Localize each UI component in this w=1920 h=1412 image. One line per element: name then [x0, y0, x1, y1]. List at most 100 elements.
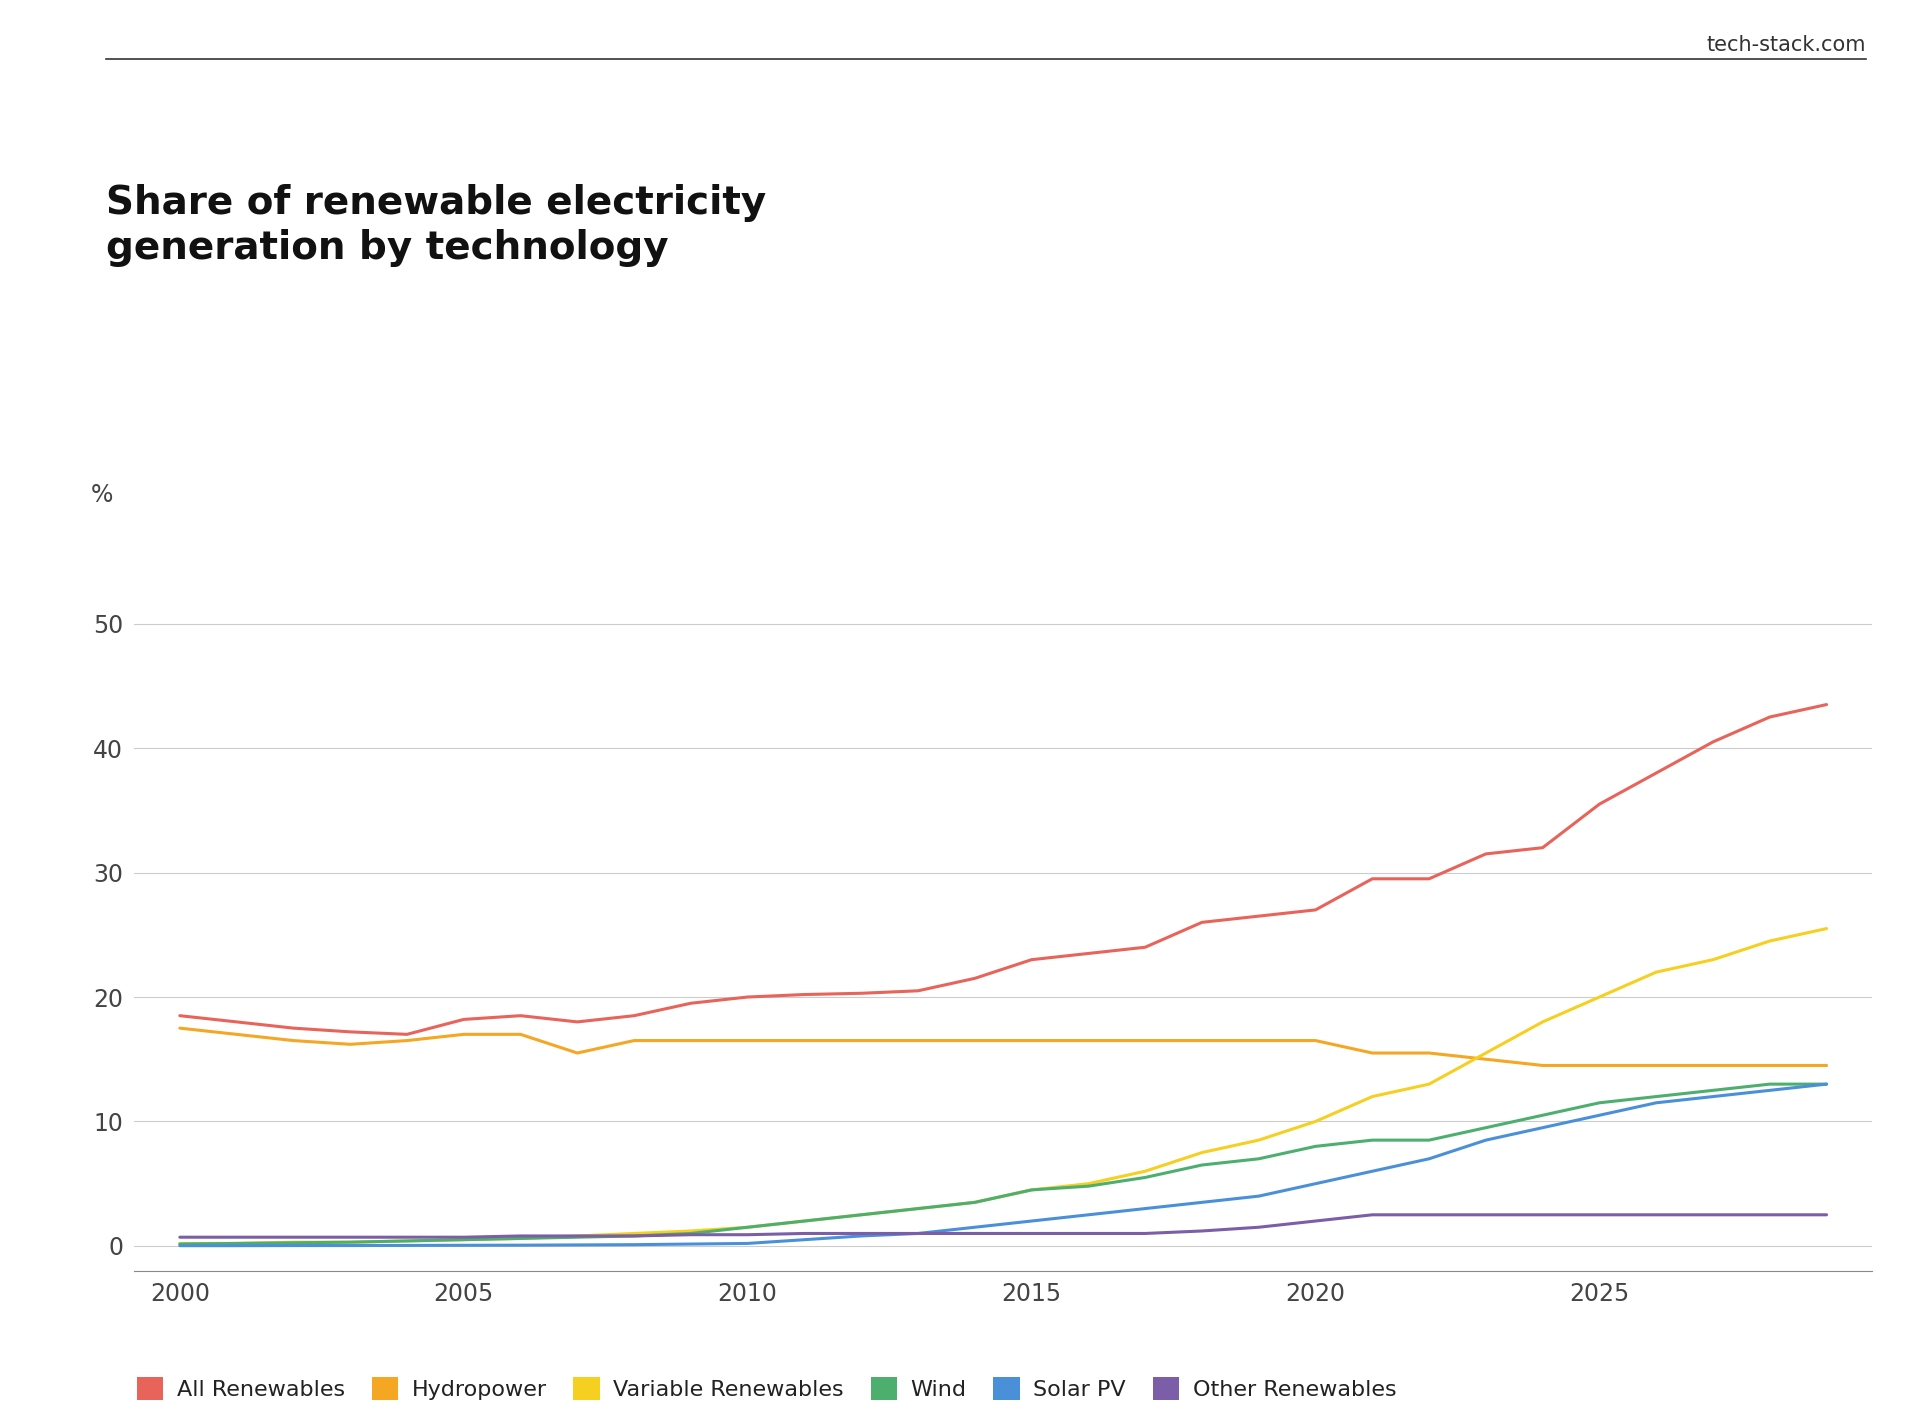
- All Renewables: [964, 970, 987, 987]
- Other Renewables: [1530, 1206, 1553, 1223]
- Other Renewables: [1133, 1226, 1156, 1243]
- Hydropower: [1020, 1032, 1043, 1049]
- Wind: [851, 1206, 874, 1223]
- Other Renewables: [1248, 1219, 1271, 1236]
- Hydropower: [1588, 1058, 1611, 1075]
- Variable Renewables: [509, 1230, 532, 1247]
- Wind: [1588, 1094, 1611, 1111]
- All Renewables: [1077, 945, 1100, 962]
- Solar PV: [680, 1236, 703, 1252]
- Other Renewables: [793, 1226, 816, 1243]
- Hydropower: [225, 1027, 248, 1043]
- Hydropower: [338, 1036, 361, 1053]
- Solar PV: [282, 1237, 305, 1254]
- All Renewables: [1020, 952, 1043, 969]
- Variable Renewables: [566, 1227, 589, 1244]
- All Renewables: [735, 988, 758, 1005]
- Hydropower: [851, 1032, 874, 1049]
- Hydropower: [453, 1027, 476, 1043]
- Solar PV: [1361, 1162, 1384, 1179]
- Variable Renewables: [1304, 1113, 1327, 1130]
- Other Renewables: [225, 1228, 248, 1245]
- Other Renewables: [338, 1228, 361, 1245]
- All Renewables: [1588, 795, 1611, 812]
- All Renewables: [1133, 939, 1156, 956]
- Other Renewables: [396, 1228, 419, 1245]
- Solar PV: [851, 1227, 874, 1244]
- All Renewables: [680, 995, 703, 1012]
- Other Renewables: [1814, 1206, 1837, 1223]
- Solar PV: [1190, 1195, 1213, 1211]
- Variable Renewables: [338, 1234, 361, 1251]
- Solar PV: [1759, 1082, 1782, 1099]
- Text: tech-stack.com: tech-stack.com: [1707, 35, 1866, 55]
- Wind: [1133, 1169, 1156, 1186]
- Variable Renewables: [1814, 921, 1837, 938]
- Variable Renewables: [1645, 963, 1668, 980]
- Variable Renewables: [453, 1231, 476, 1248]
- Other Renewables: [1759, 1206, 1782, 1223]
- Other Renewables: [1588, 1206, 1611, 1223]
- Other Renewables: [735, 1226, 758, 1243]
- Wind: [509, 1230, 532, 1247]
- Variable Renewables: [851, 1206, 874, 1223]
- Other Renewables: [1361, 1206, 1384, 1223]
- Solar PV: [793, 1231, 816, 1248]
- Solar PV: [1020, 1213, 1043, 1230]
- Other Renewables: [851, 1226, 874, 1243]
- Wind: [964, 1195, 987, 1211]
- Wind: [396, 1233, 419, 1250]
- Solar PV: [1530, 1120, 1553, 1137]
- Solar PV: [1814, 1076, 1837, 1093]
- Variable Renewables: [169, 1236, 192, 1252]
- Hydropower: [1814, 1058, 1837, 1075]
- Solar PV: [453, 1237, 476, 1254]
- Other Renewables: [566, 1227, 589, 1244]
- Text: Share of renewable electricity
generation by technology: Share of renewable electricity generatio…: [106, 184, 766, 267]
- Variable Renewables: [225, 1236, 248, 1252]
- Solar PV: [622, 1236, 645, 1252]
- Variable Renewables: [1701, 952, 1724, 969]
- All Renewables: [906, 983, 929, 1000]
- Other Renewables: [1645, 1206, 1668, 1223]
- Solar PV: [1133, 1200, 1156, 1217]
- Other Renewables: [680, 1226, 703, 1243]
- Line: Solar PV: Solar PV: [180, 1084, 1826, 1245]
- All Renewables: [566, 1014, 589, 1031]
- Other Renewables: [1417, 1206, 1440, 1223]
- Hydropower: [1133, 1032, 1156, 1049]
- Line: Wind: Wind: [180, 1084, 1826, 1244]
- Line: Hydropower: Hydropower: [180, 1028, 1826, 1066]
- Hydropower: [1190, 1032, 1213, 1049]
- All Renewables: [1645, 764, 1668, 781]
- Solar PV: [1077, 1206, 1100, 1223]
- Other Renewables: [1701, 1206, 1724, 1223]
- All Renewables: [1475, 846, 1498, 863]
- Line: All Renewables: All Renewables: [180, 705, 1826, 1035]
- Wind: [1530, 1107, 1553, 1124]
- Other Renewables: [1475, 1206, 1498, 1223]
- All Renewables: [793, 986, 816, 1003]
- Wind: [735, 1219, 758, 1236]
- Variable Renewables: [906, 1200, 929, 1217]
- Variable Renewables: [396, 1233, 419, 1250]
- Line: Other Renewables: Other Renewables: [180, 1214, 1826, 1237]
- Variable Renewables: [1077, 1175, 1100, 1192]
- Hydropower: [1361, 1045, 1384, 1062]
- Hydropower: [680, 1032, 703, 1049]
- Variable Renewables: [1759, 932, 1782, 949]
- Wind: [1020, 1182, 1043, 1199]
- All Renewables: [1417, 870, 1440, 887]
- Variable Renewables: [1588, 988, 1611, 1005]
- Hydropower: [509, 1027, 532, 1043]
- All Renewables: [1248, 908, 1271, 925]
- Wind: [622, 1227, 645, 1244]
- All Renewables: [453, 1011, 476, 1028]
- All Renewables: [1190, 914, 1213, 931]
- Solar PV: [906, 1226, 929, 1243]
- Solar PV: [1645, 1094, 1668, 1111]
- Solar PV: [1304, 1175, 1327, 1192]
- Solar PV: [735, 1236, 758, 1252]
- Wind: [1190, 1156, 1213, 1173]
- All Renewables: [282, 1019, 305, 1036]
